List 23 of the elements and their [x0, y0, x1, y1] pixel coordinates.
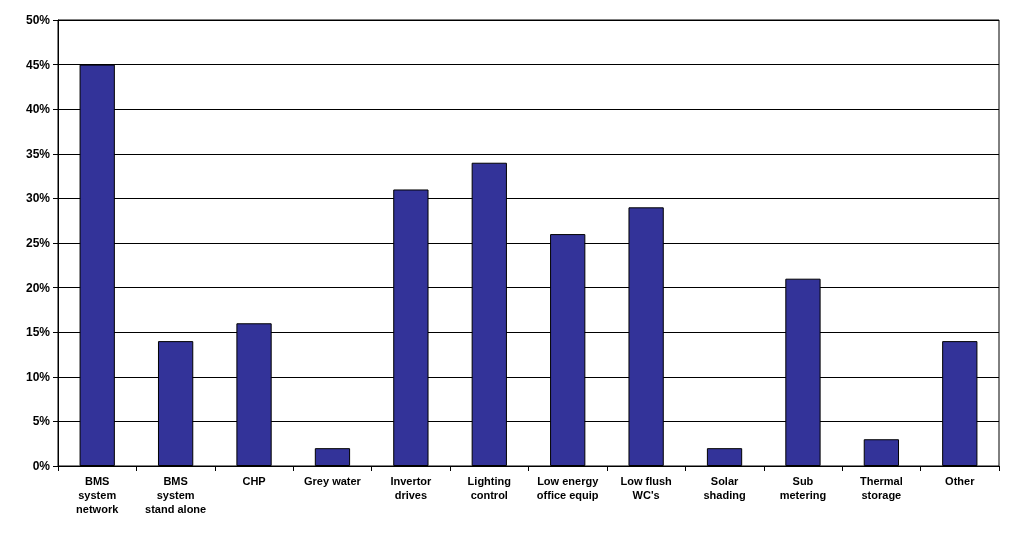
y-tick-label: 30% [25, 191, 51, 206]
x-tick-label: Invertor drives [390, 475, 433, 501]
x-tick-label: BMS system network [76, 475, 120, 515]
y-tick-label: 50% [25, 13, 51, 27]
y-tick-label: 35% [25, 146, 51, 161]
y-tick-label: 45% [25, 57, 51, 72]
x-tick-label: Thermal storage [859, 475, 903, 501]
y-tick-label: 25% [25, 236, 51, 250]
y-tick-label: 20% [25, 280, 51, 295]
y-tick-label: 15% [25, 325, 51, 340]
x-tick-label: BMS system stand alone [145, 475, 207, 515]
x-tick-label: Grey water [304, 475, 362, 487]
x-tick-label: Other [945, 475, 976, 487]
y-tick-label: 0% [32, 459, 51, 473]
x-tick-label: Solar shading [703, 475, 746, 501]
y-tick-label: 40% [25, 102, 51, 117]
x-tick-label: Sub metering [779, 475, 827, 501]
y-tick-label: 5% [32, 414, 51, 429]
x-tick-label: Low flush WC's [620, 475, 673, 501]
y-tick-label: 10% [25, 369, 51, 384]
x-tick-label: CHP [242, 475, 266, 487]
x-tick-label: Lighting control [467, 475, 511, 501]
x-tick-label: Low energy office equip [536, 475, 600, 501]
